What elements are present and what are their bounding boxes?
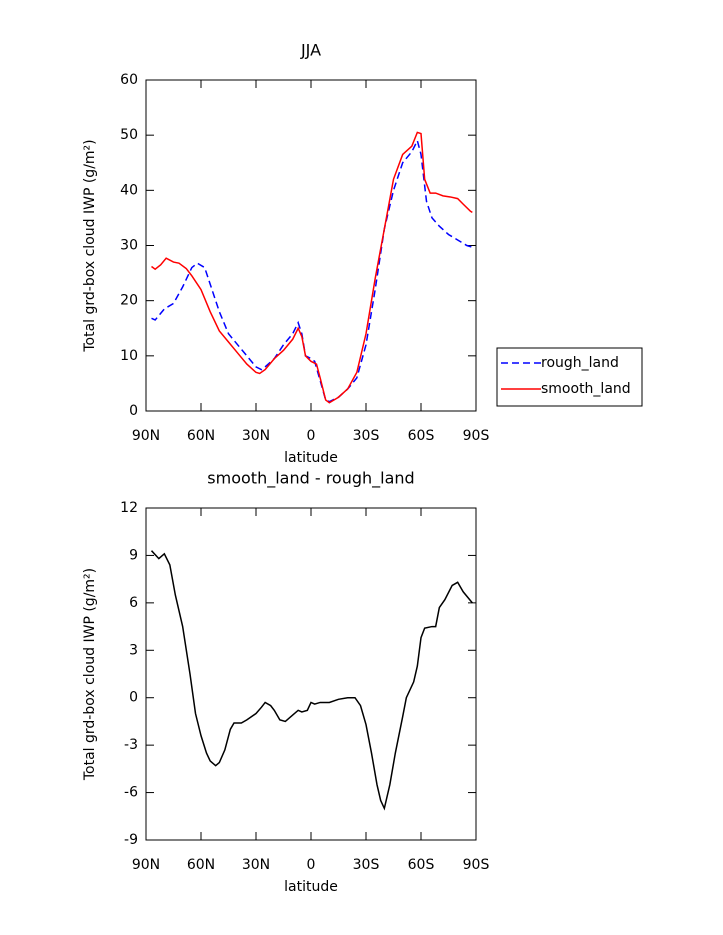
x-tick-label: 30N (242, 857, 270, 873)
legend-box (496, 347, 643, 407)
series-line (150, 550, 473, 811)
x-tick-label: 60S (408, 857, 435, 873)
y-tick-label: 0 (129, 690, 138, 706)
y-tick-label: 9 (129, 547, 138, 563)
x-tick-label: 30S (353, 857, 380, 873)
plot-frame (145, 507, 477, 841)
x-tick-label: 60S (408, 428, 435, 444)
x-axis-label: latitude (284, 450, 338, 466)
x-tick-label: 0 (307, 857, 316, 873)
y-tick-label: 12 (120, 500, 138, 516)
legend-label: rough_land (541, 355, 619, 371)
x-tick-label: 90S (463, 857, 490, 873)
y-axis-label: Total grd-box cloud IWP (g/m²) (82, 568, 98, 781)
x-tick-label: 30S (353, 428, 380, 444)
y-tick-label: -9 (124, 832, 138, 848)
chart-title: JJA (300, 41, 321, 60)
x-tick-label: 90S (463, 428, 490, 444)
y-tick-label: 6 (129, 595, 138, 611)
x-axis-label: latitude (284, 879, 338, 895)
series-line (151, 131, 473, 404)
y-tick-label: 50 (120, 127, 138, 143)
y-tick-label: 10 (120, 348, 138, 364)
chart-title: smooth_land - rough_land (207, 469, 414, 489)
y-tick-label: 40 (120, 182, 138, 198)
y-tick-label: 30 (120, 238, 138, 254)
x-tick-label: 0 (307, 428, 316, 444)
x-tick-label: 60N (187, 857, 215, 873)
y-tick-label: 0 (129, 403, 138, 419)
y-tick-label: -3 (124, 737, 138, 753)
legend-label: smooth_land (541, 381, 631, 397)
y-tick-label: 20 (120, 293, 138, 309)
y-tick-label: 60 (120, 72, 138, 88)
y-tick-label: 3 (129, 642, 138, 658)
x-tick-label: 30N (242, 428, 270, 444)
y-axis-label: Total grd-box cloud IWP (g/m²) (82, 139, 98, 352)
series-line (151, 138, 473, 403)
x-tick-label: 90N (132, 857, 160, 873)
x-tick-label: 90N (132, 428, 160, 444)
x-tick-label: 60N (187, 428, 215, 444)
y-tick-label: -6 (124, 785, 138, 801)
